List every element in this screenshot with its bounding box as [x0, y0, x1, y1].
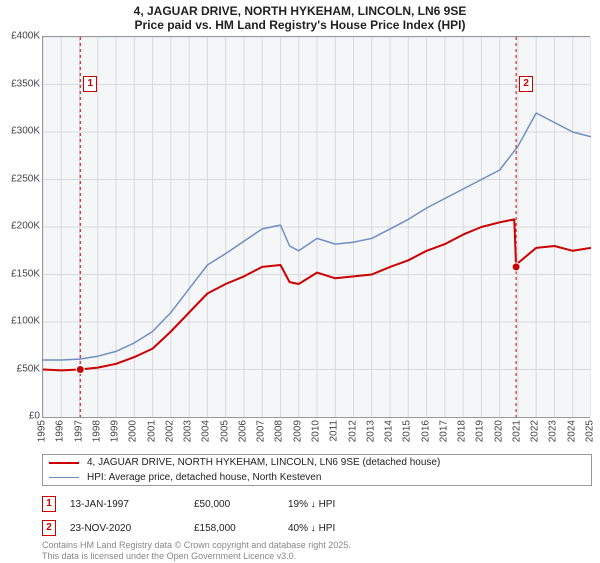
event-marker-2: 2: [519, 76, 533, 92]
xtick-label: 1997: [73, 420, 84, 442]
xtick-label: 2010: [311, 420, 322, 442]
legend-box: 4, JAGUAR DRIVE, NORTH HYKEHAM, LINCOLN,…: [42, 454, 592, 486]
ytick-label: £50K: [0, 363, 40, 374]
ytick-label: £150K: [0, 268, 40, 279]
footer-line1: Contains HM Land Registry data © Crown c…: [42, 540, 351, 551]
xtick-label: 2024: [566, 420, 577, 442]
xtick-label: 2005: [219, 420, 230, 442]
event-row: 1 13-JAN-1997 £50,000 19% ↓ HPI: [42, 492, 590, 516]
xtick-label: 2012: [347, 420, 358, 442]
xtick-label: 2013: [365, 420, 376, 442]
event-date: 23-NOV-2020: [70, 523, 180, 534]
xtick-label: 2001: [146, 420, 157, 442]
chart-plot-area: [42, 36, 590, 418]
events-table: 1 13-JAN-1997 £50,000 19% ↓ HPI 2 23-NOV-2020…: [42, 492, 590, 540]
legend-label: HPI: Average price, detached house, Nort…: [87, 472, 321, 483]
xtick-label: 2008: [274, 420, 285, 442]
footer-line2: This data is licensed under the Open Gov…: [42, 551, 351, 562]
ytick-label: £400K: [0, 31, 40, 42]
legend-label: 4, JAGUAR DRIVE, NORTH HYKEHAM, LINCOLN,…: [87, 457, 440, 468]
xtick-label: 2019: [475, 420, 486, 442]
legend-row: 4, JAGUAR DRIVE, NORTH HYKEHAM, LINCOLN,…: [43, 455, 591, 470]
xtick-label: 2007: [256, 420, 267, 442]
legend-swatch: [49, 462, 79, 464]
event-pct: 40% ↓ HPI: [288, 523, 398, 534]
xtick-label: 2009: [292, 420, 303, 442]
xtick-label: 2022: [530, 420, 541, 442]
xtick-label: 1995: [37, 420, 48, 442]
xtick-label: 2023: [548, 420, 559, 442]
event-price: £158,000: [194, 523, 274, 534]
xtick-label: 2016: [420, 420, 431, 442]
chart-title-line1: 4, JAGUAR DRIVE, NORTH HYKEHAM, LINCOLN,…: [0, 0, 600, 18]
ytick-label: £200K: [0, 221, 40, 232]
footer-note: Contains HM Land Registry data © Crown c…: [42, 540, 351, 563]
ytick-label: £100K: [0, 316, 40, 327]
event-marker-1: 1: [83, 76, 97, 92]
xtick-label: 2014: [384, 420, 395, 442]
xtick-label: 1999: [110, 420, 121, 442]
xtick-label: 2004: [201, 420, 212, 442]
xtick-label: 2015: [402, 420, 413, 442]
xtick-label: 2000: [128, 420, 139, 442]
legend-swatch: [49, 477, 79, 478]
event-marker-inline: 1: [42, 496, 56, 512]
xtick-label: 1996: [55, 420, 66, 442]
xtick-label: 2002: [164, 420, 175, 442]
event-date: 13-JAN-1997: [70, 499, 180, 510]
ytick-label: £350K: [0, 78, 40, 89]
xtick-label: 2020: [493, 420, 504, 442]
xtick-label: 2006: [237, 420, 248, 442]
ytick-label: £300K: [0, 126, 40, 137]
event-marker-inline: 2: [42, 520, 56, 536]
xtick-label: 1998: [91, 420, 102, 442]
xtick-label: 2017: [438, 420, 449, 442]
legend-row: HPI: Average price, detached house, Nort…: [43, 470, 591, 485]
xtick-label: 2025: [585, 420, 596, 442]
xtick-label: 2021: [511, 420, 522, 442]
chart-svg: [43, 37, 591, 417]
ytick-label: £0: [0, 411, 40, 422]
xtick-label: 2011: [329, 420, 340, 442]
xtick-label: 2018: [457, 420, 468, 442]
event-pct: 19% ↓ HPI: [288, 499, 398, 510]
ytick-label: £250K: [0, 173, 40, 184]
xtick-label: 2003: [183, 420, 194, 442]
chart-title-line2: Price paid vs. HM Land Registry's House …: [0, 18, 600, 32]
event-price: £50,000: [194, 499, 274, 510]
event-row: 2 23-NOV-2020 £158,000 40% ↓ HPI: [42, 516, 590, 540]
